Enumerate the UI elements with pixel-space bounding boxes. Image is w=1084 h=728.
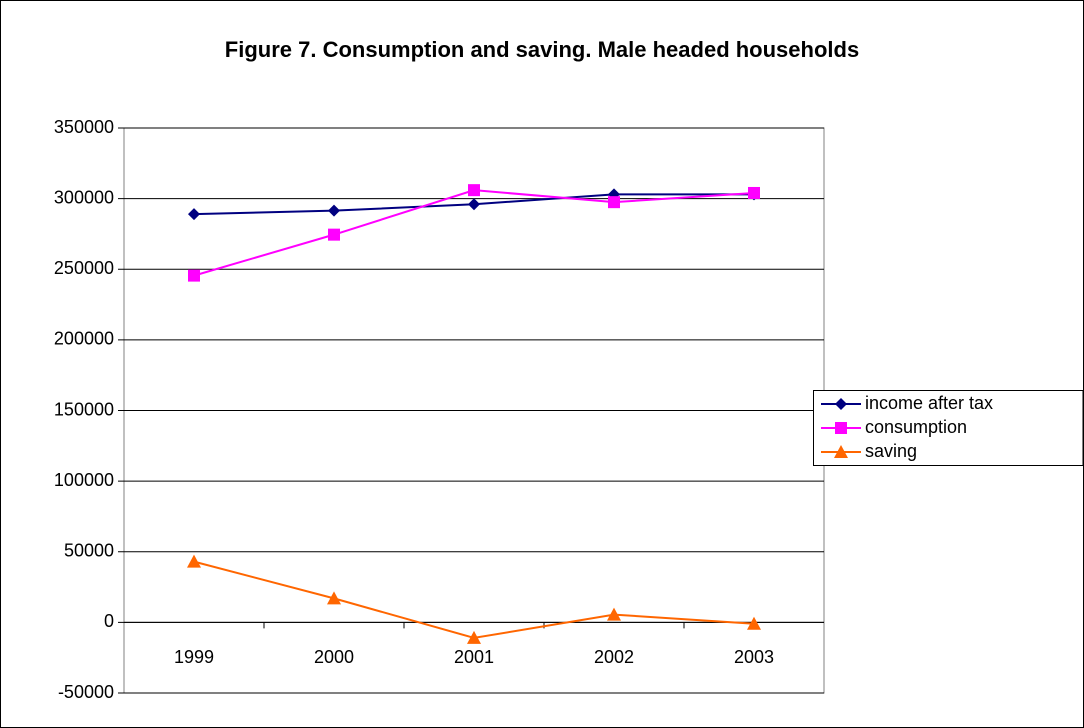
marker (468, 198, 480, 211)
marker (835, 422, 847, 434)
x-tick-label: 2000 (314, 647, 354, 667)
legend-label: saving (865, 441, 917, 461)
legend-label: income after tax (865, 393, 993, 413)
marker (607, 607, 621, 621)
legend-label: consumption (865, 417, 967, 437)
marker (747, 616, 761, 630)
y-tick-label: -50000 (58, 682, 114, 702)
x-tick-label: 1999 (174, 647, 214, 667)
y-tick-label: 50000 (64, 541, 114, 561)
marker (608, 196, 620, 209)
x-tick-label: 2003 (734, 647, 774, 667)
marker (834, 445, 848, 458)
marker (748, 186, 760, 199)
marker (467, 630, 481, 644)
marker (327, 591, 341, 605)
y-tick-label: 150000 (54, 399, 114, 419)
x-tick-label: 2001 (454, 647, 494, 667)
marker (328, 204, 340, 217)
y-tick-label: 250000 (54, 258, 114, 278)
y-tick-label: 200000 (54, 329, 114, 349)
marker (188, 208, 200, 221)
y-tick-label: 0 (104, 611, 114, 631)
y-tick-label: 300000 (54, 187, 114, 207)
marker (328, 228, 340, 241)
marker (187, 554, 201, 568)
y-tick-label: 100000 (54, 470, 114, 490)
chart-title: Figure 7. Consumption and saving. Male h… (225, 37, 859, 62)
marker (468, 184, 480, 197)
y-tick-label: 350000 (54, 117, 114, 137)
marker (188, 269, 200, 282)
marker (835, 398, 847, 410)
x-tick-label: 2002 (594, 647, 634, 667)
